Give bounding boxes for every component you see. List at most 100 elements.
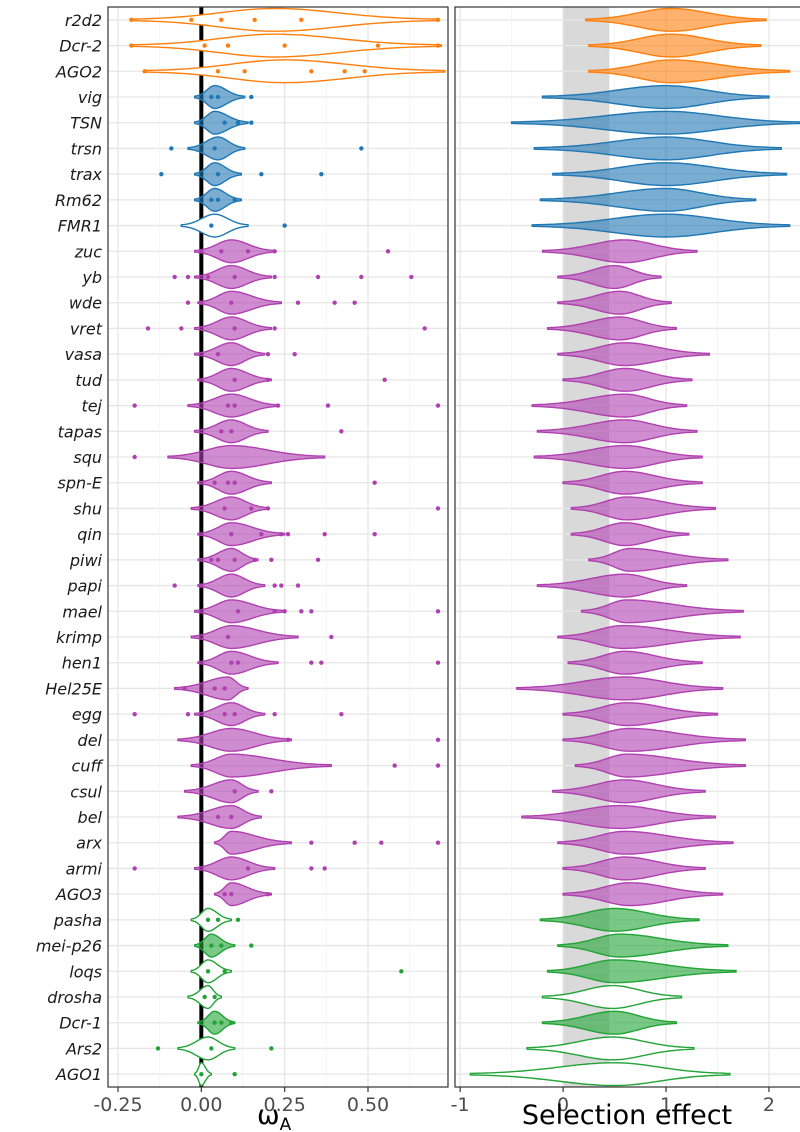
left-violin-Hel25E (173, 676, 249, 701)
left-point-vasa (292, 351, 297, 357)
left-point-pasha (215, 917, 221, 923)
left-point-spn-E (212, 480, 217, 485)
gene-label-mei-p26: mei-p26 (36, 937, 102, 956)
left-point-qin (372, 531, 377, 537)
right-violin-csul (552, 779, 706, 804)
right-violin-wde (557, 290, 672, 315)
left-point-Rm62 (209, 197, 214, 203)
left-point-r2d2 (299, 17, 304, 23)
gene-label-Ars2: Ars2 (65, 1039, 102, 1058)
left-point-Dcr-2 (435, 43, 441, 48)
left-point-yb (272, 274, 277, 280)
left-point-AGO2 (362, 69, 367, 74)
left-point-vig (209, 94, 214, 100)
left-point-trsn (169, 146, 174, 151)
left-point-mei-p26 (249, 943, 254, 948)
left-point-AGO2 (309, 69, 314, 74)
gene-label-pasha: pasha (53, 911, 102, 930)
left-violin-r2d2 (130, 7, 439, 32)
left-point-trax (259, 171, 264, 177)
left-point-shu (249, 506, 254, 511)
left-point-qin (279, 531, 284, 537)
left-panel-violins (129, 7, 446, 1087)
left-x-tick-label: 0.50 (347, 1094, 389, 1116)
right-violin-vig (541, 84, 770, 110)
left-x-axis-title: ωA (257, 1100, 292, 1132)
gene-label-Rm62: Rm62 (55, 191, 102, 210)
left-violin-wde (197, 290, 282, 315)
gene-label-FMR1: FMR1 (58, 217, 102, 236)
left-point-zuc (245, 249, 251, 254)
right-violin-tej (531, 393, 688, 418)
right-violin-tapas (536, 419, 698, 444)
left-point-Hel25E (212, 686, 217, 691)
left-point-papi (279, 583, 284, 588)
left-point-wde (185, 300, 191, 305)
left-point-zuc (272, 249, 277, 254)
left-point-Rm62 (215, 197, 221, 203)
left-point-cuff (435, 763, 441, 768)
right-violin-AGO1 (469, 1062, 731, 1087)
left-violin-mei-p26 (193, 933, 236, 958)
gene-label-squ: squ (73, 448, 102, 467)
left-point-AGO2 (142, 69, 147, 74)
left-violin-FMR1 (180, 213, 249, 238)
left-point-shu (435, 506, 441, 511)
left-point-bel (215, 814, 221, 820)
left-point-papi (272, 583, 277, 588)
left-point-wde (229, 300, 234, 305)
left-point-tej (232, 403, 237, 408)
left-point-vret (272, 326, 277, 331)
left-point-trsn (212, 146, 217, 151)
left-violin-loqs (190, 959, 233, 984)
left-point-tej (275, 403, 281, 408)
left-point-yb (359, 274, 364, 280)
left-violin-del (177, 727, 292, 752)
left-point-r2d2 (219, 17, 224, 23)
right-violin-r2d2 (585, 7, 767, 32)
right-violin-tud (562, 367, 693, 392)
left-point-qin (259, 531, 264, 537)
right-x-tick-label: 1 (660, 1094, 672, 1116)
left-point-papi (199, 583, 204, 588)
right-violin-bel (521, 804, 717, 830)
right-violin-pasha (539, 907, 700, 932)
gene-label-egg: egg (72, 705, 102, 724)
left-point-Ars2 (155, 1046, 161, 1051)
right-violin-Rm62 (539, 187, 757, 212)
left-violin-qin (197, 522, 286, 547)
left-point-egg (272, 711, 277, 717)
right-violin-vret (546, 316, 677, 341)
left-point-spn-E (372, 480, 377, 485)
left-point-egg (339, 711, 344, 717)
left-point-vasa (215, 351, 221, 357)
gene-label-AGO1: AGO1 (55, 1065, 102, 1084)
left-point-wde (332, 300, 337, 305)
left-violin-egg (193, 702, 266, 727)
left-point-yb (232, 274, 237, 280)
left-point-tapas (229, 429, 234, 434)
left-violin-papi (197, 573, 266, 598)
right-violin-drosha (541, 984, 683, 1010)
left-point-yb (315, 274, 321, 280)
gene-label-TSN: TSN (70, 114, 102, 133)
left-point-yb (205, 274, 211, 280)
left-point-armi (132, 866, 137, 871)
left-point-r2d2 (435, 17, 441, 23)
right-violin-mei-p26 (557, 933, 729, 958)
left-point-spn-E (232, 480, 237, 485)
gene-label-csul: csul (70, 782, 102, 801)
left-violin-vasa (193, 342, 266, 367)
gene-label-hen1: hen1 (62, 654, 102, 673)
left-point-spn-E (225, 480, 231, 485)
left-violin-TSN (193, 110, 249, 135)
left-point-tej (225, 403, 231, 408)
gene-label-vasa: vasa (65, 345, 102, 364)
gene-label-trsn: trsn (71, 139, 102, 158)
left-point-arx (435, 840, 441, 845)
left-point-Rm62 (232, 197, 237, 203)
left-point-shu (222, 506, 227, 511)
left-violin-squ (167, 444, 326, 470)
left-point-yb (185, 274, 191, 280)
gene-label-AGO3: AGO3 (55, 885, 102, 904)
